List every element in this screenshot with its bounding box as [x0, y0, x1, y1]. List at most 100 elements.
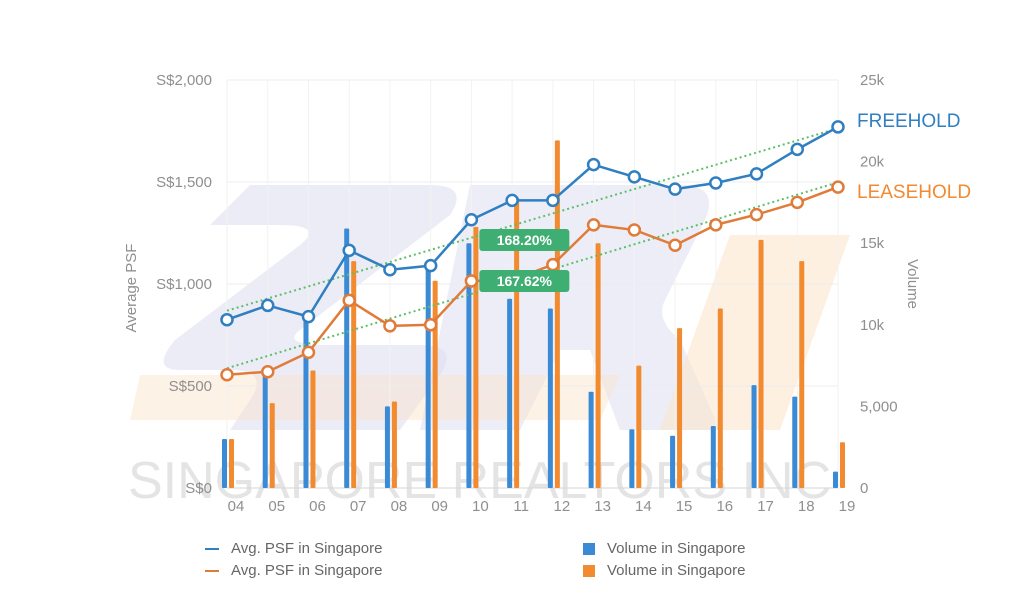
x-tick-label: 18	[798, 498, 815, 515]
annotations: 168.20% 167.62%	[479, 229, 570, 292]
volume-bar	[432, 280, 438, 488]
volume-bar	[670, 435, 676, 488]
psf-point	[423, 258, 438, 273]
volume-bar	[344, 228, 350, 488]
psf-point	[749, 207, 764, 222]
psf-line	[226, 125, 839, 321]
legend-item-freehold-psf[interactable]: Avg. PSF in Singapore	[205, 540, 382, 557]
psf-point	[342, 293, 356, 308]
x-tick-label: 06	[309, 498, 326, 515]
psf-point	[831, 180, 845, 194]
psf-point	[627, 223, 642, 237]
left-tick-label: S$1,000	[156, 276, 212, 293]
volume-bar	[792, 396, 798, 488]
volume-bar	[310, 370, 316, 488]
volume-bar	[425, 267, 431, 488]
volume-bar	[799, 261, 805, 488]
percent-badge	[479, 229, 570, 251]
leasehold-end-label: LEASEHOLD	[857, 182, 971, 203]
legend-item-freehold-volume[interactable]: Volume in Singapore	[583, 540, 745, 557]
trendline	[226, 181, 839, 370]
psf-point	[423, 318, 438, 332]
volume-bar	[629, 429, 635, 488]
volume-bar	[758, 239, 764, 488]
psf-point	[790, 142, 805, 157]
psf-point	[383, 262, 397, 277]
x-tick-label: 13	[594, 498, 611, 515]
psf-point	[464, 212, 479, 227]
x-tick-label: 14	[635, 498, 652, 515]
psf-point	[749, 167, 764, 181]
psf-point	[342, 243, 356, 258]
psf-point	[220, 312, 234, 327]
legend: Avg. PSF in Singapore Avg. PSF in Singap…	[0, 540, 1024, 588]
right-tick-label: 20k	[860, 154, 885, 171]
volume-bar	[840, 442, 845, 488]
volume-bar	[710, 425, 716, 488]
x-tick-label: 10	[472, 498, 489, 515]
volume-bar	[262, 373, 268, 488]
x-tick-label: 17	[757, 498, 774, 515]
psf-point	[627, 170, 642, 184]
left-tick-label: S$2,000	[156, 72, 212, 89]
psf-point	[260, 364, 275, 379]
left-tick-label: S$1,500	[156, 174, 212, 191]
volume-bar	[466, 243, 472, 488]
volume-bar	[269, 403, 275, 488]
psf-point	[383, 319, 397, 333]
right-tick-label: 5,000	[860, 398, 898, 415]
psf-point	[709, 176, 723, 190]
legend-line-marker	[205, 569, 219, 572]
legend-line-marker	[205, 547, 219, 550]
volume-bar	[222, 439, 227, 488]
psf-point	[586, 218, 601, 232]
x-tick-label: 08	[391, 498, 408, 515]
psf-point	[301, 309, 316, 324]
volume-bar	[833, 471, 838, 488]
x-tick-label: 07	[350, 498, 367, 515]
legend-item-leasehold-volume[interactable]: Volume in Singapore	[583, 562, 745, 579]
legend-square-marker	[583, 564, 595, 577]
volume-bar	[547, 308, 553, 488]
volume-bar	[391, 401, 397, 488]
trendline	[226, 127, 839, 312]
psf-point	[464, 274, 479, 288]
volume-bar	[229, 439, 234, 488]
legend-label: Avg. PSF in Singapore	[231, 540, 383, 557]
right-axis: 0 5,000 10k 15k 20k 25k	[860, 72, 898, 497]
legend-square-marker	[583, 542, 595, 555]
volume-bar	[588, 391, 594, 488]
right-axis-title: Volume	[904, 259, 921, 309]
left-tick-label: S$500	[169, 378, 212, 395]
volume-bar	[303, 318, 309, 488]
legend-item-leasehold-psf[interactable]: Avg. PSF in Singapore	[205, 562, 382, 579]
x-tick-label: 16	[716, 498, 733, 515]
psf-point	[260, 298, 275, 313]
psf-point	[709, 218, 723, 232]
x-tick-label: 15	[676, 498, 693, 515]
right-tick-label: 25k	[860, 72, 885, 89]
volume-bar	[751, 385, 757, 488]
volume-bar	[595, 243, 601, 488]
psf-point	[220, 368, 234, 382]
psf-point	[668, 238, 682, 252]
percent-badge	[479, 270, 570, 292]
right-tick-label: 15k	[860, 235, 885, 252]
volume-bar	[507, 298, 513, 488]
left-axis-title: Average PSF	[123, 244, 140, 333]
percent-badge-label: 168.20%	[497, 232, 553, 248]
x-tick-label: 04	[228, 498, 245, 515]
x-tick-label: 19	[839, 498, 856, 515]
volume-bar	[473, 226, 479, 488]
right-tick-label: 0	[860, 480, 868, 497]
psf-point	[831, 120, 845, 134]
volume-bar	[384, 406, 390, 488]
volume-bar	[677, 328, 683, 488]
left-tick-label: S$0	[185, 480, 212, 497]
legend-label: Avg. PSF in Singapore	[231, 562, 383, 579]
psf-point	[790, 195, 805, 210]
x-tick-label: 11	[513, 498, 529, 515]
volume-bar	[351, 261, 357, 488]
psf-point	[505, 193, 519, 208]
legend-label: Volume in Singapore	[607, 540, 746, 557]
